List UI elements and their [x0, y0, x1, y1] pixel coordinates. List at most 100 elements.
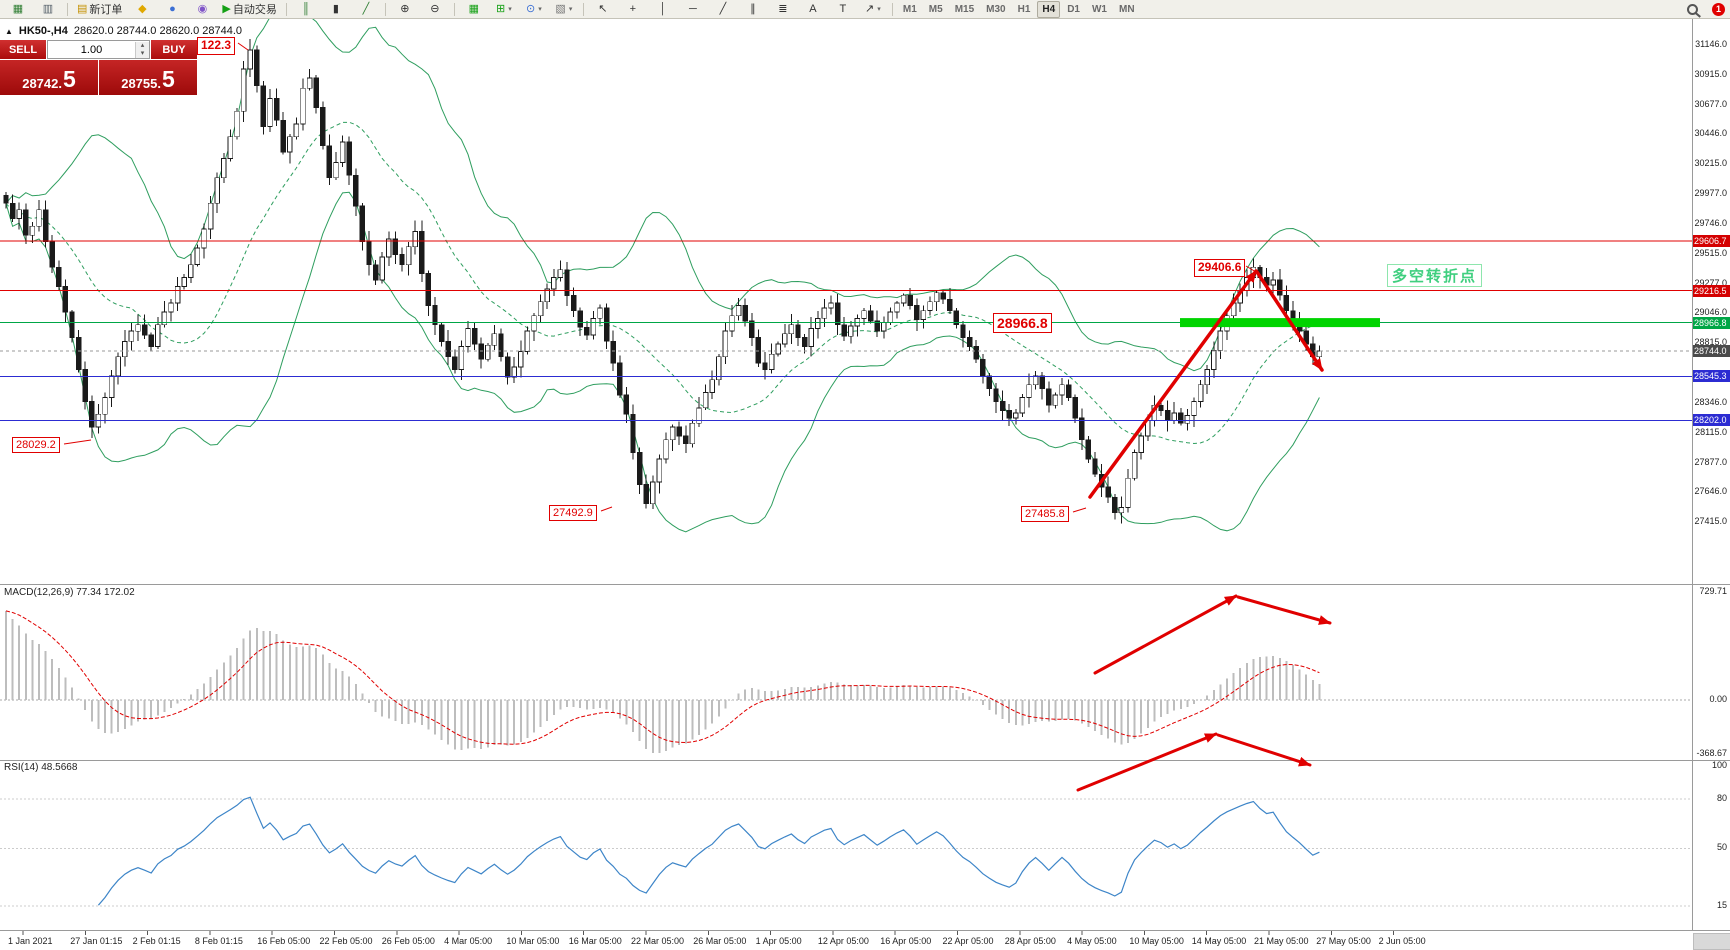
text-button[interactable]: A [799, 0, 827, 18]
collapse-panel-arrow-icon[interactable]: ▲ [5, 26, 13, 36]
timeframe-d1[interactable]: D1 [1067, 3, 1080, 15]
price-callout[interactable]: 28966.8 [993, 313, 1052, 334]
price-axis-label: 30446.0 [1694, 128, 1727, 138]
dropdown-arrow-icon[interactable]: ▾ [568, 6, 573, 13]
price-axis-label: 29746.0 [1694, 218, 1727, 228]
cursor-button[interactable]: ↖ [589, 0, 617, 18]
time-axis-label: 2 Feb 01:15 [132, 936, 181, 946]
macd-indicator-label: MACD(12,26,9) 77.34 172.02 [4, 587, 135, 598]
auto-trading-button[interactable]: ▶ 自动交易 [218, 0, 280, 18]
tile-windows-icon: ▦ [468, 3, 480, 15]
timeframe-mn[interactable]: MN [1118, 3, 1135, 15]
timeframe-m15[interactable]: M15 [954, 3, 975, 15]
price-axis-label: 30215.0 [1694, 158, 1727, 168]
zoom-in-icon: ⊕ [400, 3, 410, 15]
tile-windows-button[interactable]: ▦ [460, 0, 488, 18]
price-callout[interactable]: 29406.6 [1194, 259, 1246, 277]
timeframe-m1[interactable]: M1 [902, 3, 917, 15]
timeframe-w1[interactable]: W1 [1091, 3, 1107, 15]
bar-chart-mode-button[interactable]: ║ [292, 0, 320, 18]
time-axis-label: 26 Feb 05:00 [381, 936, 435, 946]
new-order-label: 新订单 [89, 4, 123, 16]
zoom-in-button[interactable]: ⊕ [391, 0, 419, 18]
notification-badge[interactable]: 1 [1712, 2, 1725, 16]
price-axis-label: 29277.0 [1694, 278, 1727, 288]
history-center-button[interactable]: ◆ [128, 0, 156, 18]
toolbar-separator [285, 2, 287, 16]
macd-axis-label: 729.71 [1699, 586, 1727, 596]
dropdown-arrow-icon[interactable]: ▾ [877, 6, 881, 13]
arrows-button[interactable]: ↗ ▾ [859, 0, 887, 18]
arrows-icon: ↗ [865, 3, 875, 15]
time-axis-label: 1 Apr 05:00 [755, 936, 802, 946]
price-axis-label: 27646.0 [1694, 486, 1727, 496]
price-tag: 29216.5 [1693, 285, 1730, 297]
volume-input[interactable] [48, 42, 135, 57]
time-axis-label: 14 May 05:00 [1191, 936, 1247, 946]
templates-button[interactable]: ▧ ▾ [550, 0, 578, 18]
toolbar-separator [67, 2, 68, 16]
time-axis-label: 10 Mar 05:00 [506, 936, 560, 946]
horizontal-line-button[interactable]: ─ [679, 0, 707, 18]
one-click-trading-panel: SELL ▴ ▾ BUY 28742.5 28755.5 [0, 40, 197, 95]
metaeditor-button[interactable]: ◉ [188, 0, 216, 18]
history-center-icon: ◆ [138, 3, 147, 15]
buy-price-main: 28755. [121, 76, 161, 91]
global-variables-button[interactable]: ● [158, 0, 186, 18]
dropdown-arrow-icon[interactable]: ▾ [508, 6, 512, 13]
volume-up-button[interactable]: ▴ [136, 41, 149, 50]
candlestick-mode-button[interactable]: ▮ [322, 0, 350, 18]
crosshair-button[interactable]: + [619, 0, 647, 18]
fibonacci-button[interactable]: ≣ [769, 0, 797, 18]
price-callout[interactable]: 122.3 [197, 37, 236, 55]
timeframe-m30[interactable]: M30 [986, 3, 1006, 15]
search-button[interactable] [1678, 0, 1706, 18]
sell-price-main: 28742. [22, 76, 62, 91]
cursor-icon: ↖ [598, 3, 608, 15]
price-tag: 28202.0 [1693, 414, 1730, 426]
label-button[interactable]: T [829, 0, 857, 18]
price-callout[interactable]: 27485.8 [1021, 506, 1069, 523]
auto-trading-label: 自动交易 [232, 4, 277, 16]
vertical-line-button[interactable]: │ [649, 0, 677, 18]
periods-button[interactable]: ⊙ ▾ [520, 0, 548, 18]
profiles-icon: ▥ [42, 3, 54, 15]
time-axis-label: 16 Feb 05:00 [257, 936, 311, 946]
sell-button[interactable]: SELL [0, 40, 46, 59]
price-tag: 29606.7 [1693, 235, 1730, 247]
volume-down-button[interactable]: ▾ [136, 49, 149, 58]
templates-icon: ▧ [555, 3, 566, 15]
indicators-button[interactable]: ⊞ ▾ [490, 0, 518, 18]
timeframe-buttons: M1 M5 M15 M30 H1 H4 D1 W1 MN [897, 0, 1141, 18]
toolbar-separator [384, 2, 386, 16]
sell-price[interactable]: 28742. 5 [0, 60, 98, 95]
price-callout[interactable]: 28029.2 [12, 437, 60, 454]
price-axis-label: 30915.0 [1694, 69, 1727, 79]
buy-price-pip: 5 [161, 66, 175, 92]
zoom-out-button[interactable]: ⊖ [421, 0, 449, 18]
line-chart-mode-button[interactable]: ╱ [352, 0, 380, 18]
trendline-button[interactable]: ╱ [709, 0, 737, 18]
auto-trading-icon: ▶ [222, 3, 231, 15]
turning-point-note[interactable]: 多空转折点 [1387, 264, 1483, 287]
buy-button[interactable]: BUY [151, 40, 197, 59]
timeframe-m5[interactable]: M5 [928, 3, 943, 15]
fibonacci-icon: ≣ [778, 3, 788, 15]
channel-button[interactable]: ∥ [739, 0, 767, 18]
dropdown-arrow-icon[interactable]: ▾ [538, 6, 542, 13]
toolbar-buttons: ▦ ▥ ▤ 新订单 ◆ ● ◉ ▶ 自动交易 ║ ▮ ╱ ⊕ ⊖ ▦ ⊞ ▾ ⊙ ▾ ▧ ▾ ↖ + │ ─ ╱ ∥ ≣ A T ↗ ▾ [3, 0, 897, 18]
trendline-icon: ╱ [719, 3, 727, 15]
profiles-button[interactable]: ▥ [34, 0, 62, 18]
price-callout[interactable]: 27492.9 [549, 505, 597, 522]
timeframe-h4[interactable]: H4 [1037, 0, 1061, 18]
time-axis-label: 8 Feb 01:15 [194, 936, 243, 946]
volume-field: ▴ ▾ [47, 40, 150, 59]
buy-price[interactable]: 28755. 5 [99, 60, 197, 95]
new-chart-button[interactable]: ▦ [4, 0, 32, 18]
indicators-icon: ⊞ [496, 3, 506, 15]
time-axis-label: 1 Jan 2021 [8, 936, 53, 946]
new-chart-icon: ▦ [12, 3, 24, 15]
new-order-button[interactable]: ▤ 新订单 [73, 0, 126, 18]
timeframe-h1[interactable]: H1 [1017, 3, 1031, 15]
